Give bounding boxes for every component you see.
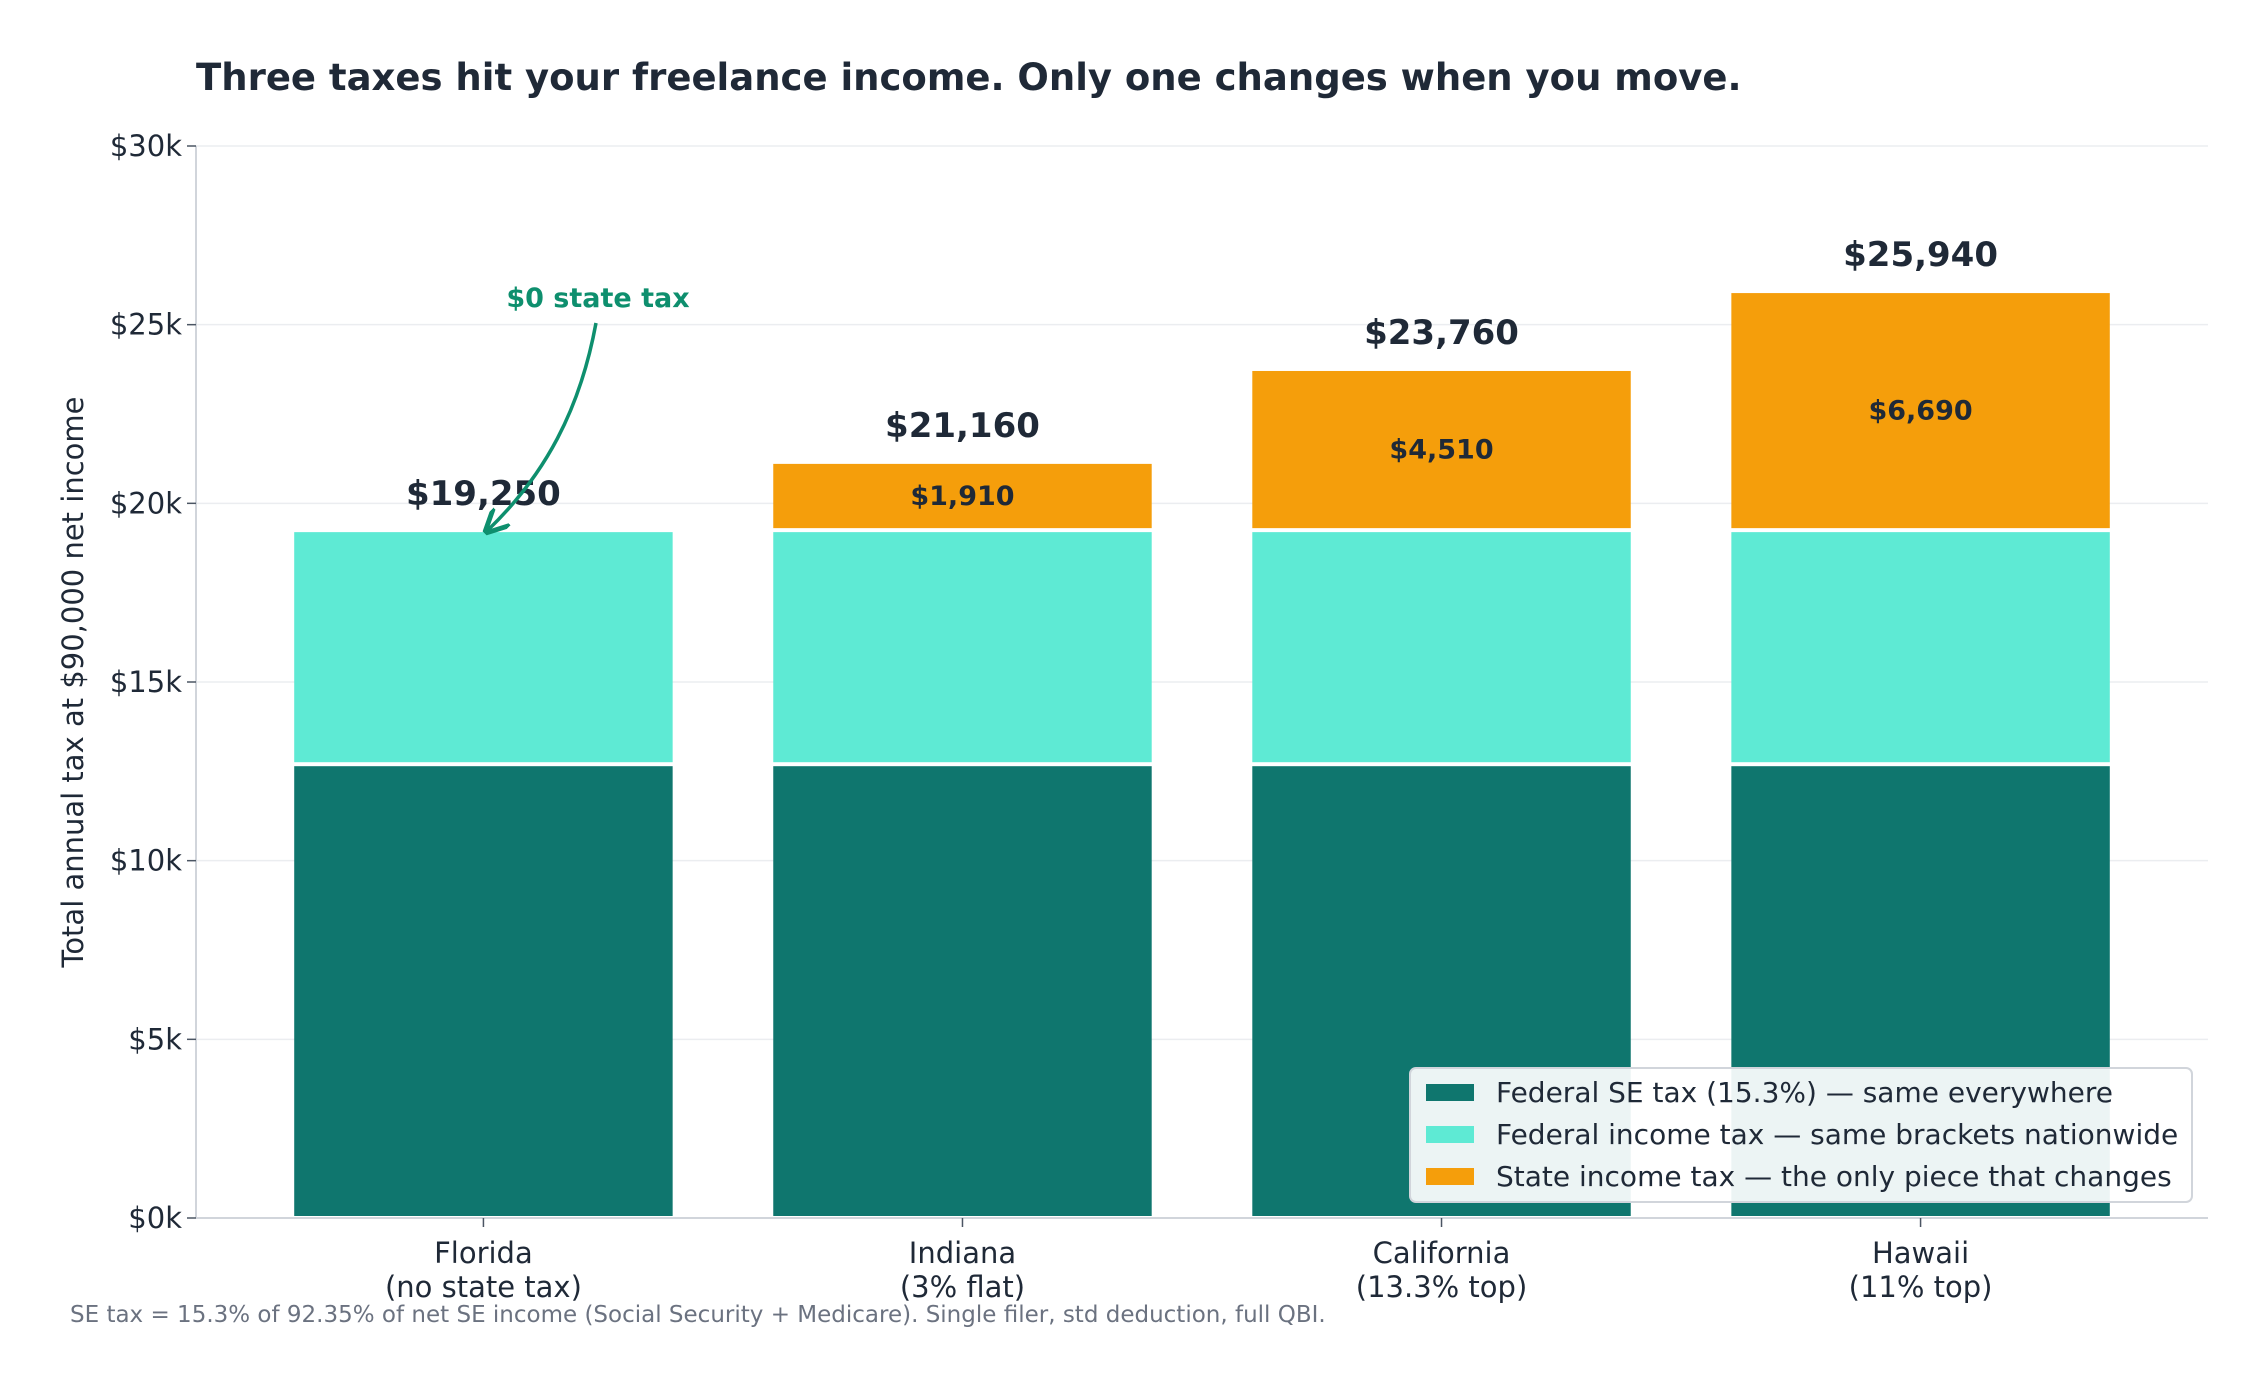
x-axis-ticks: Florida(no state tax) Indiana(3% flat) Cal…: [385, 1218, 1993, 1304]
y-tick-label: $10k: [110, 844, 182, 878]
x-tick-sublabel: (13.3% top): [1356, 1270, 1528, 1304]
y-tick-label: $15k: [110, 665, 182, 699]
legend-label: State income tax — the only piece that c…: [1496, 1160, 2172, 1193]
x-tick-sublabel: (3% flat): [900, 1270, 1025, 1304]
bar-segment-state-income-tax: [1731, 293, 2110, 529]
total-label: $25,940: [1843, 235, 1998, 275]
x-tick-sublabel: (no state tax): [385, 1270, 582, 1304]
total-label: $19,250: [406, 474, 561, 514]
annotation-arrow: [488, 322, 598, 530]
y-axis-label: Total annual tax at $90,000 net income: [56, 397, 90, 969]
legend: Federal SE tax (15.3%) — same everywhere…: [1409, 1067, 2193, 1203]
bar-segment-se-tax: [294, 766, 673, 1216]
y-tick-label: $25k: [110, 308, 182, 342]
bar-segment-se-tax: [773, 766, 1152, 1216]
y-axis-ticks: $0k $5k $10k $15k $20k $25k $30k: [110, 129, 196, 1235]
chart-title: Three taxes hit your freelance income. O…: [196, 56, 1742, 99]
value-labels: $19,250 $21,160 $1,910 $23,760 $4,510 $25,940…: [406, 235, 1998, 514]
x-tick-label: Florida: [434, 1236, 533, 1270]
y-tick-label: $30k: [110, 129, 182, 163]
legend-label: Federal income tax — same brackets natio…: [1496, 1118, 2178, 1151]
x-tick-label: California: [1373, 1236, 1511, 1270]
zero-state-tax-annotation: $0 state tax: [488, 283, 690, 530]
bar-segment-state-income-tax: [773, 463, 1152, 529]
bar-segment-federal-income-tax: [773, 532, 1152, 763]
footnote: SE tax = 15.3% of 92.35% of net SE incom…: [70, 1302, 1326, 1328]
y-tick-label: $20k: [110, 486, 182, 520]
legend-label: Federal SE tax (15.3%) — same everywhere: [1496, 1076, 2113, 1109]
x-tick-sublabel: (11% top): [1849, 1270, 1993, 1304]
annotation-text: $0 state tax: [506, 283, 689, 314]
state-tax-label: $1,910: [910, 481, 1014, 512]
state-tax-label: $6,690: [1868, 396, 1972, 427]
bar-segment-state-income-tax: [1252, 370, 1631, 529]
state-tax-label: $4,510: [1389, 435, 1493, 466]
y-tick-label: $0k: [128, 1201, 182, 1235]
y-tick-label: $5k: [128, 1022, 182, 1056]
total-label: $23,760: [1364, 313, 1519, 353]
bar-segment-federal-income-tax: [294, 532, 673, 763]
bar-segment-federal-income-tax: [1252, 532, 1631, 763]
legend-swatch: [1426, 1126, 1474, 1143]
bar-segment-federal-income-tax: [1731, 532, 2110, 763]
legend-box: [1409, 1067, 2193, 1203]
legend-swatch: [1426, 1168, 1474, 1185]
total-label: $21,160: [885, 406, 1040, 446]
x-tick-label: Indiana: [909, 1236, 1016, 1270]
x-tick-label: Hawaii: [1872, 1236, 1969, 1270]
legend-swatch: [1426, 1084, 1474, 1101]
